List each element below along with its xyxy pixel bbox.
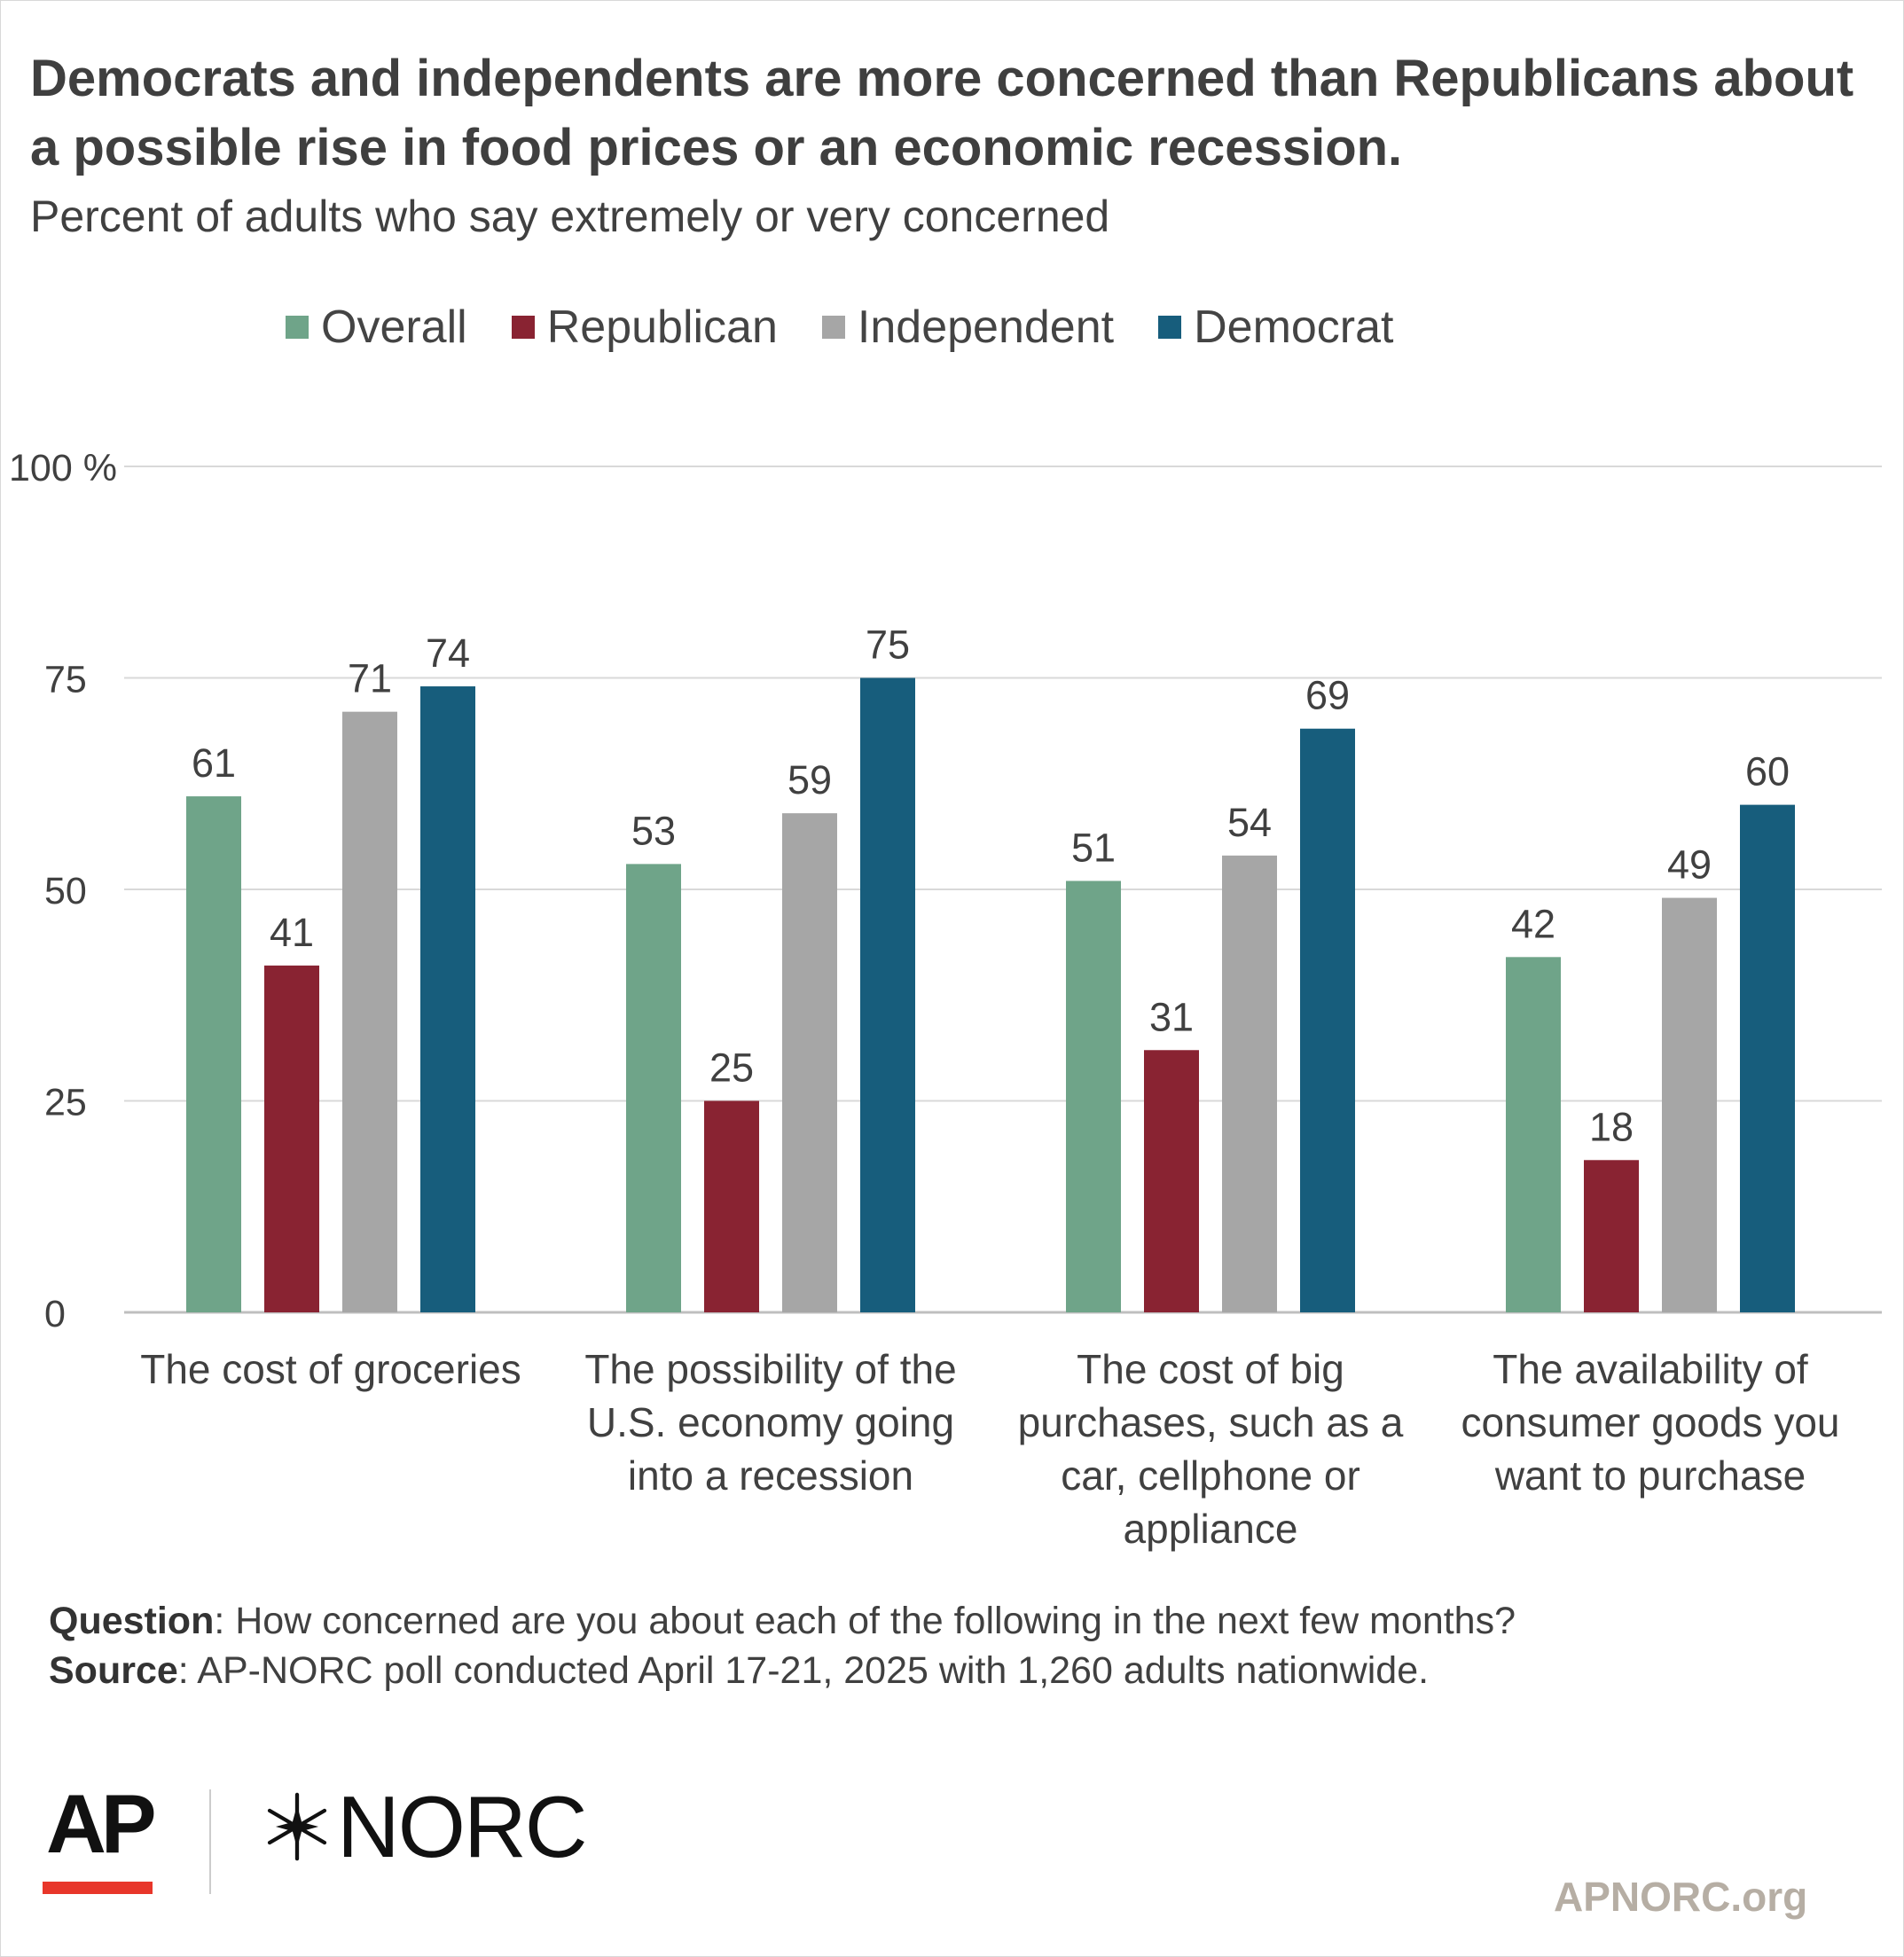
question-note: Question: How concerned are you about ea…: [49, 1596, 1516, 1646]
legend-label: Overall: [321, 301, 467, 353]
data-label: 53: [631, 808, 676, 853]
legend-swatch: [286, 316, 309, 339]
bar-overall: [1066, 881, 1121, 1312]
bar-democrat: [420, 686, 475, 1312]
source-label: Source: [49, 1649, 178, 1692]
bar-overall: [1506, 957, 1561, 1312]
norc-wordmark: NORC: [337, 1778, 588, 1875]
bar-republican: [264, 965, 319, 1312]
bar-independent: [1222, 855, 1277, 1312]
chart-subtitle: Percent of adults who say extremely or v…: [30, 192, 1110, 241]
logo-divider: [209, 1789, 211, 1894]
data-label: 25: [709, 1045, 754, 1091]
bar-independent: [342, 711, 397, 1312]
data-label: 42: [1511, 901, 1555, 946]
data-label: 75: [866, 622, 910, 668]
bar-independent: [1662, 897, 1717, 1312]
y-tick-label: 0: [44, 1293, 66, 1335]
x-category-label: car, cellphone or: [1061, 1452, 1360, 1499]
y-tick-label: 25: [44, 1082, 87, 1124]
question-label: Question: [49, 1600, 215, 1642]
ap-logo: AP: [46, 1777, 157, 1870]
y-tick-label: 75: [44, 659, 87, 701]
data-label: 51: [1071, 825, 1116, 870]
bar-democrat: [1300, 728, 1355, 1312]
x-category-label: purchases, such as a: [1018, 1399, 1404, 1445]
bar-republican: [704, 1100, 759, 1312]
legend-item-independent: Independent: [821, 301, 1115, 354]
legend-label: Democrat: [1194, 301, 1394, 353]
legend-item-democrat: Democrat: [1158, 301, 1394, 354]
x-category-label: into a recession: [628, 1452, 913, 1499]
legend-item-republican: Republican: [511, 301, 778, 354]
legend-swatch: [821, 316, 845, 339]
bar-republican: [1584, 1160, 1639, 1312]
data-label: 60: [1745, 749, 1790, 795]
legend-swatch: [511, 316, 535, 339]
data-label: 54: [1227, 800, 1272, 845]
question-text: : How concerned are you about each of th…: [214, 1600, 1516, 1642]
data-label: 31: [1149, 994, 1194, 1039]
bar-overall: [626, 864, 681, 1312]
x-category-label: The possibility of the: [584, 1346, 956, 1392]
data-label: 18: [1589, 1104, 1634, 1149]
y-tick-label: 100 %: [9, 447, 117, 489]
source-text: : AP-NORC poll conducted April 17-21, 20…: [177, 1649, 1430, 1692]
bar-overall: [186, 796, 241, 1312]
chart-legend: Overall Republican Independent Democrat: [286, 296, 1438, 358]
x-category-label: consumer goods you: [1461, 1399, 1839, 1445]
bar-democrat: [860, 677, 915, 1312]
data-label: 59: [787, 757, 832, 802]
data-label: 41: [270, 910, 314, 955]
x-category-label: U.S. economy going: [587, 1399, 954, 1445]
data-label: 69: [1305, 673, 1350, 718]
norc-logo: NORC: [259, 1778, 588, 1875]
legend-item-overall: Overall: [286, 301, 467, 354]
legend-label: Republican: [546, 301, 778, 353]
norc-star-icon: [267, 1792, 327, 1861]
bar-independent: [782, 813, 837, 1312]
bar-chart: 0 25 50 75 100 % 61 53 51 42 41 25 31 18 71 59 54 49 74 75…: [9, 447, 1882, 1552]
legend-label: Independent: [857, 301, 1115, 353]
x-category-label: The cost of groceries: [140, 1346, 521, 1392]
legend-swatch: [1158, 316, 1182, 339]
x-category-label: want to purchase: [1494, 1452, 1806, 1499]
data-label: 61: [192, 740, 236, 786]
y-tick-label: 50: [44, 870, 87, 912]
bar-democrat: [1740, 804, 1795, 1312]
x-category-label: appliance: [1124, 1506, 1298, 1552]
source-note: Source: AP-NORC poll conducted April 17-…: [49, 1646, 1429, 1695]
data-label: 71: [348, 656, 392, 701]
site-link[interactable]: APNORC.org: [1554, 1874, 1808, 1920]
chart-title: Democrats and independents are more conc…: [30, 50, 1854, 176]
bar-republican: [1144, 1050, 1199, 1312]
data-label: 74: [426, 630, 470, 676]
data-label: 49: [1667, 842, 1712, 888]
x-category-label: The cost of big: [1077, 1346, 1344, 1392]
ap-logo-underline: [43, 1882, 153, 1894]
x-category-label: The availability of: [1493, 1346, 1808, 1392]
